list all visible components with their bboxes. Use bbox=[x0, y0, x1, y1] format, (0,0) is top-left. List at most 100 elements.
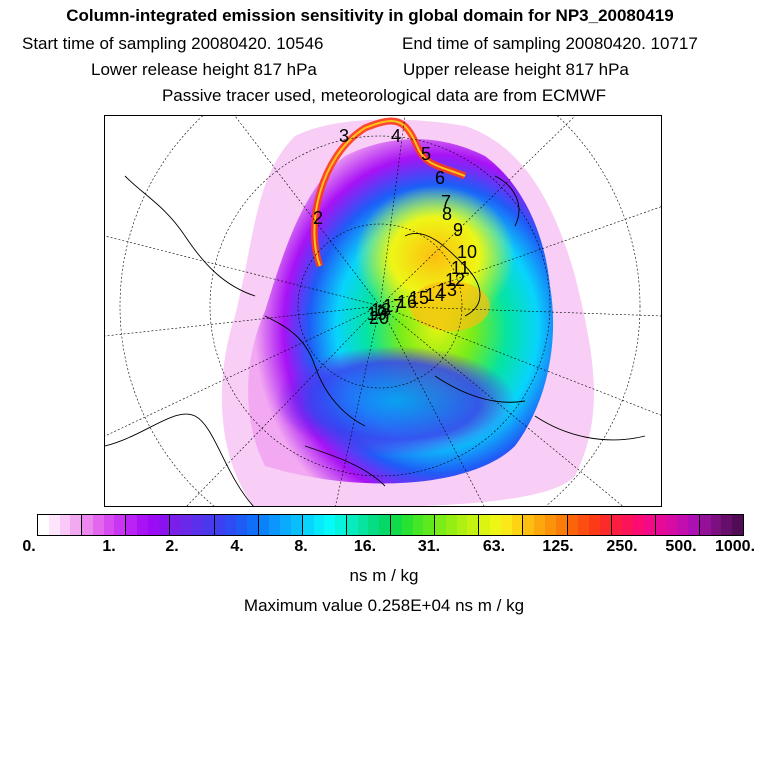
color-scale-cell bbox=[578, 515, 590, 535]
color-scale-cell bbox=[698, 515, 711, 535]
color-scale-cell bbox=[710, 515, 722, 535]
color-scale-cell bbox=[456, 515, 468, 535]
tick-label: 1. bbox=[102, 538, 116, 555]
color-scale-cell bbox=[280, 515, 291, 535]
color-scale-cell bbox=[566, 515, 579, 535]
color-scale-cell bbox=[555, 515, 567, 535]
tick-label: 31. bbox=[417, 538, 441, 555]
traj-label: 14 bbox=[425, 285, 445, 305]
color-scale-cell bbox=[666, 515, 678, 535]
color-scale-cell bbox=[534, 515, 545, 535]
color-scale-cell bbox=[423, 515, 435, 535]
start-time-label: Start time of sampling 20080420. 10546 bbox=[22, 34, 324, 53]
coastlines bbox=[105, 175, 646, 506]
upper-height-label: Upper release height 817 hPa bbox=[403, 60, 629, 79]
color-scale-cell bbox=[412, 515, 424, 535]
traj-label: 5 bbox=[421, 144, 431, 164]
tick-label: 125. bbox=[542, 538, 574, 555]
tick-label: 2. bbox=[165, 538, 179, 555]
traj-label: 18 bbox=[371, 300, 391, 320]
color-scale-cell bbox=[688, 515, 699, 535]
traj-label: 11 bbox=[451, 258, 470, 278]
tick-label: 1000. bbox=[714, 538, 756, 555]
color-scale-cell bbox=[70, 515, 82, 535]
traj-label: 6 bbox=[435, 168, 445, 188]
color-scale-cell bbox=[147, 515, 159, 535]
color-scale-cell bbox=[169, 515, 182, 535]
traj-label: 10 bbox=[457, 242, 477, 262]
tick-label: 4. bbox=[230, 538, 244, 555]
tick-label: 0. bbox=[22, 538, 36, 555]
color-scale-cell bbox=[500, 515, 512, 535]
color-scale-cell bbox=[732, 515, 743, 535]
tick-label: 250. bbox=[606, 538, 638, 555]
tick-label: 63. bbox=[482, 538, 506, 555]
color-scale-cell bbox=[213, 515, 226, 535]
color-scale-cell bbox=[137, 515, 148, 535]
traj-label: 12 bbox=[445, 270, 465, 290]
trajectory-labels: 3 4 5 6 7 8 9 10 11 12 13 14 15 16 17 18… bbox=[313, 126, 477, 328]
color-scale-cell bbox=[114, 515, 126, 535]
orange-core bbox=[410, 281, 490, 331]
color-scale-cell bbox=[622, 515, 634, 535]
graticule bbox=[105, 116, 661, 506]
color-scale-cell bbox=[125, 515, 138, 535]
traj-label: 16 bbox=[397, 292, 417, 312]
color-scale-cell bbox=[290, 515, 302, 535]
color-scale-cell bbox=[257, 515, 270, 535]
color-scale-cell bbox=[445, 515, 457, 535]
tick-label: 500. bbox=[665, 538, 697, 555]
color-scale-cell bbox=[357, 515, 369, 535]
color-scale-cell bbox=[599, 515, 611, 535]
color-scale-cell bbox=[434, 515, 446, 535]
lower-height-label: Lower release height 817 hPa bbox=[91, 60, 317, 79]
color-scale-cell bbox=[643, 515, 655, 535]
color-scale-cell bbox=[48, 515, 60, 535]
color-scale-cell bbox=[92, 515, 104, 535]
color-scale-cell bbox=[236, 515, 247, 535]
color-scale-cell bbox=[191, 515, 203, 535]
tick-label: 8. bbox=[294, 538, 308, 555]
traj-label: 17 bbox=[383, 296, 403, 316]
color-scale-cell bbox=[544, 515, 556, 535]
traj-label: 2 bbox=[313, 208, 323, 228]
color-scale-cell bbox=[158, 515, 170, 535]
max-value-label: Maximum value 0.258E+04 ns m / kg bbox=[243, 596, 525, 615]
color-scale-cell bbox=[401, 515, 413, 535]
color-scale-cell bbox=[467, 515, 479, 535]
color-scale-cell bbox=[721, 515, 733, 535]
color-scale-cell bbox=[379, 515, 390, 535]
color-scale-cell bbox=[335, 515, 346, 535]
map-canvas: 3 4 5 6 7 8 9 10 11 12 13 14 15 16 17 18… bbox=[105, 116, 661, 506]
color-scale-cell bbox=[324, 515, 336, 535]
color-scale-cell bbox=[522, 515, 535, 535]
color-scale-cell bbox=[103, 515, 115, 535]
traj-label: 9 bbox=[453, 220, 463, 240]
trajectory-plume-edge bbox=[313, 120, 466, 267]
blue-region-south bbox=[275, 346, 515, 456]
traj-label: 19 bbox=[367, 304, 387, 324]
tick-label: 16. bbox=[353, 538, 377, 555]
color-scale-cell bbox=[368, 515, 380, 535]
traj-label: 4 bbox=[391, 126, 401, 146]
color-scale-cell bbox=[610, 515, 623, 535]
color-scale-cell bbox=[269, 515, 281, 535]
color-scale-cell bbox=[181, 515, 192, 535]
plot-title: Column-integrated emission sensitivity i… bbox=[66, 6, 674, 25]
color-scale-cell bbox=[345, 515, 358, 535]
color-scale-cell bbox=[225, 515, 237, 535]
color-scale-cell bbox=[390, 515, 402, 535]
traj-label: 8 bbox=[442, 204, 452, 224]
end-time-label: End time of sampling 20080420. 10717 bbox=[402, 34, 698, 53]
tracer-note: Passive tracer used, meteorological data… bbox=[161, 86, 607, 105]
traj-label: 20 bbox=[369, 308, 389, 328]
traj-label: 13 bbox=[437, 280, 457, 300]
color-scale-cell bbox=[654, 515, 667, 535]
color-scale-cell bbox=[202, 515, 214, 535]
color-scale-cell bbox=[38, 515, 49, 535]
traj-label: 7 bbox=[441, 192, 451, 212]
color-scale-cell bbox=[677, 515, 689, 535]
emission-sensitivity-map: 3 4 5 6 7 8 9 10 11 12 13 14 15 16 17 18… bbox=[104, 115, 662, 507]
color-scale-cell bbox=[301, 515, 314, 535]
color-scale-cell bbox=[313, 515, 325, 535]
